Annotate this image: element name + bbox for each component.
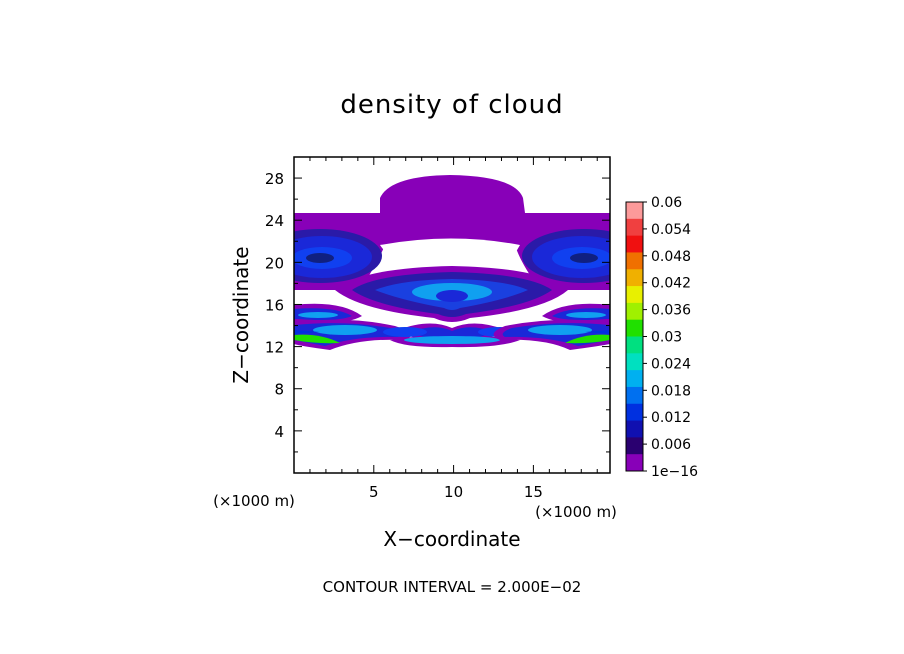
contour-field: [294, 175, 610, 350]
colorbar-label: 0.006: [651, 437, 691, 453]
contour-interval-footer: CONTOUR INTERVAL = 2.000E−02: [323, 578, 582, 596]
colorbar-swatch: [626, 218, 643, 237]
colorbar-swatch: [626, 302, 643, 321]
y-tick-label: 28: [265, 170, 284, 188]
colorbar-swatch: [626, 202, 643, 220]
x-tick-label: 5: [369, 483, 379, 501]
y-tick-label: 12: [265, 339, 284, 357]
colorbar-swatch: [626, 336, 643, 354]
chart-title: density of cloud: [340, 90, 563, 120]
edge-maxima-region: [565, 334, 610, 344]
colorbar-swatch: [626, 386, 643, 405]
colorbar-swatch: [626, 269, 643, 287]
colorbar-swatch: [626, 319, 643, 337]
x-tick-label: 15: [524, 483, 543, 501]
colorbar-swatch: [626, 437, 643, 455]
y-tick-label: 16: [265, 296, 284, 314]
colorbar-label: 0.024: [651, 356, 691, 372]
colorbar-label: 0.054: [651, 222, 691, 238]
y-axis-label: Z−coordinate: [229, 246, 253, 383]
x-unit-left: (×1000 m): [213, 492, 295, 510]
plot-frame: [293, 156, 611, 474]
colorbar-swatch: [626, 252, 643, 270]
colorbar-swatch: [626, 286, 643, 304]
colorbar-label: 0.018: [651, 383, 691, 399]
x-axis-label: X−coordinate: [383, 527, 520, 551]
y-tick-label: 24: [265, 212, 284, 230]
colorbar-swatch: [626, 420, 643, 438]
y-tick-label: 4: [274, 423, 284, 441]
colorbar-label: 0.012: [651, 410, 691, 426]
colorbar-swatch: [626, 454, 643, 472]
x-tick-label: 10: [444, 483, 463, 501]
y-tick-label: 20: [265, 254, 284, 272]
colorbar-swatch: [626, 235, 643, 253]
colorbar-label: 1e−16: [651, 464, 698, 480]
y-tick-label: 8: [274, 381, 284, 399]
colorbar-swatch: [626, 370, 643, 388]
colorbar-label: 0.036: [651, 303, 691, 319]
colorbar-swatch: [626, 353, 643, 371]
x-unit-right: (×1000 m): [535, 503, 617, 521]
colorbar: 0.06 0.054 0.048 0.042 0.036 0.03 0.024 0.018 0.…: [625, 195, 698, 480]
colorbar-label: 0.06: [651, 195, 682, 211]
colorbar-label: 0.042: [651, 276, 691, 292]
axis-ticks: 5 10 15 4 8 12 16 20 24 28: [265, 157, 610, 501]
colorbar-label: 0.048: [651, 249, 691, 265]
colorbar-swatch: [626, 403, 643, 422]
colorbar-label: 0.03: [651, 330, 682, 346]
